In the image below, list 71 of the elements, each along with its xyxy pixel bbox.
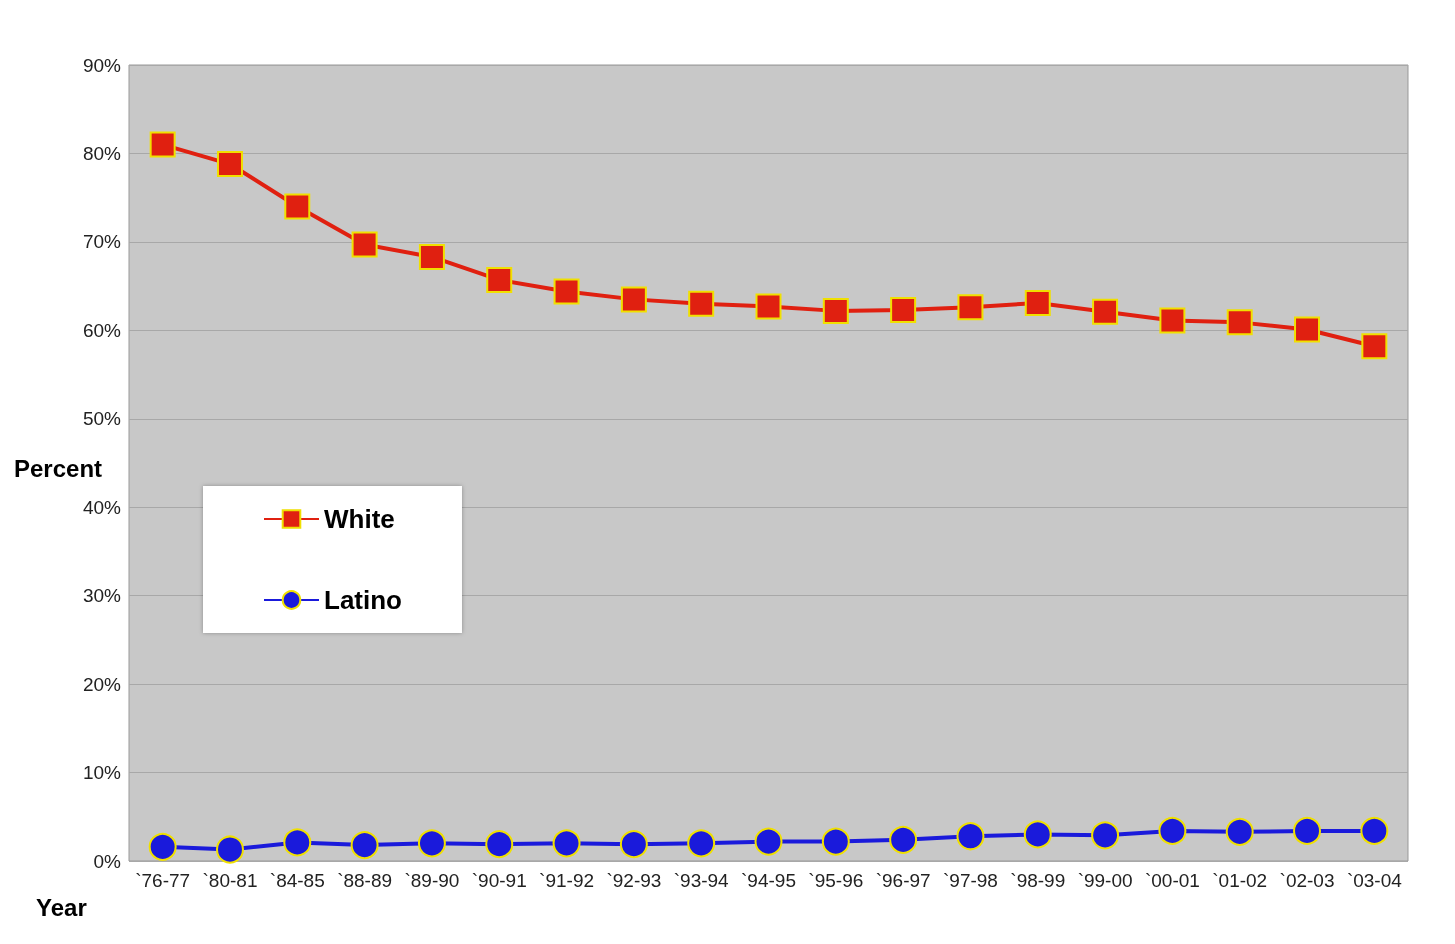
point: [553, 278, 580, 305]
point: [1159, 307, 1186, 334]
point: [1024, 289, 1051, 316]
point: [1225, 817, 1254, 846]
point: [216, 151, 243, 178]
x-tick-label: `93-94: [673, 870, 730, 891]
x-tick-label: `91-92: [539, 870, 595, 891]
point: [418, 243, 445, 270]
point: [620, 286, 647, 313]
y-tick-label: 20%: [82, 673, 122, 695]
point: [1226, 309, 1253, 336]
point: [1361, 333, 1388, 360]
point: [149, 131, 176, 158]
point: [350, 831, 379, 860]
point: [1023, 820, 1052, 849]
point: [889, 825, 918, 854]
point: [821, 827, 850, 856]
x-tick-label: `95-96: [808, 870, 864, 891]
y-tick-label: 50%: [82, 408, 122, 430]
point: [619, 830, 648, 859]
point: [417, 829, 446, 858]
point: [755, 293, 782, 320]
y-tick-label: 80%: [82, 142, 122, 164]
point: [284, 193, 311, 220]
x-tick-label: `88-89: [337, 870, 393, 891]
x-tick-label: `97-98: [942, 870, 998, 891]
point: [754, 827, 783, 856]
x-tick-label: `92-93: [606, 870, 662, 891]
legend-label: Latino: [324, 585, 402, 615]
y-tick-label: 90%: [82, 54, 122, 76]
x-tick-label: `03-04: [1346, 870, 1403, 891]
point: [956, 822, 985, 851]
y-tick-label: 40%: [82, 496, 122, 518]
point: [552, 829, 581, 858]
point: [486, 266, 513, 293]
x-tick-label: `01-02: [1212, 870, 1268, 891]
point: [890, 296, 917, 323]
x-tick-label: `76-77: [135, 870, 191, 891]
x-tick-label: `02-03: [1279, 870, 1335, 891]
y-tick-label: 10%: [82, 762, 122, 784]
x-tick-label: `84-85: [269, 870, 325, 891]
point: [351, 231, 378, 258]
y-tick-label: 70%: [82, 231, 122, 253]
x-tick-label: `90-91: [471, 870, 527, 891]
x-tick-label: `94-95: [741, 870, 796, 891]
point: [688, 290, 715, 317]
point: [822, 297, 849, 324]
point: [1092, 298, 1119, 325]
point: [1360, 816, 1389, 845]
point: [216, 835, 244, 864]
y-tick-label: 0%: [93, 850, 122, 872]
point: [1158, 816, 1187, 845]
x-tick-label: `99-00: [1077, 870, 1133, 891]
point: [1091, 821, 1120, 850]
x-tick-label: `80-81: [202, 870, 258, 891]
y-tick-label: 60%: [82, 319, 122, 341]
x-tick-label: `00-01: [1144, 870, 1200, 891]
x-tick-label: `98-99: [1010, 870, 1066, 891]
x-tick-label: `96-97: [875, 870, 931, 891]
point: [1294, 316, 1321, 343]
x-axis-title: Year: [36, 893, 87, 921]
point: [148, 832, 177, 861]
point: [485, 830, 514, 859]
point: [957, 294, 984, 321]
legend-label: White: [324, 504, 395, 534]
point: [687, 829, 716, 858]
point: [283, 828, 312, 857]
x-tick-label: `89-90: [404, 870, 460, 891]
y-tick-label: 30%: [82, 585, 122, 607]
point: [1293, 816, 1322, 845]
y-axis-title: Percent: [14, 454, 103, 482]
